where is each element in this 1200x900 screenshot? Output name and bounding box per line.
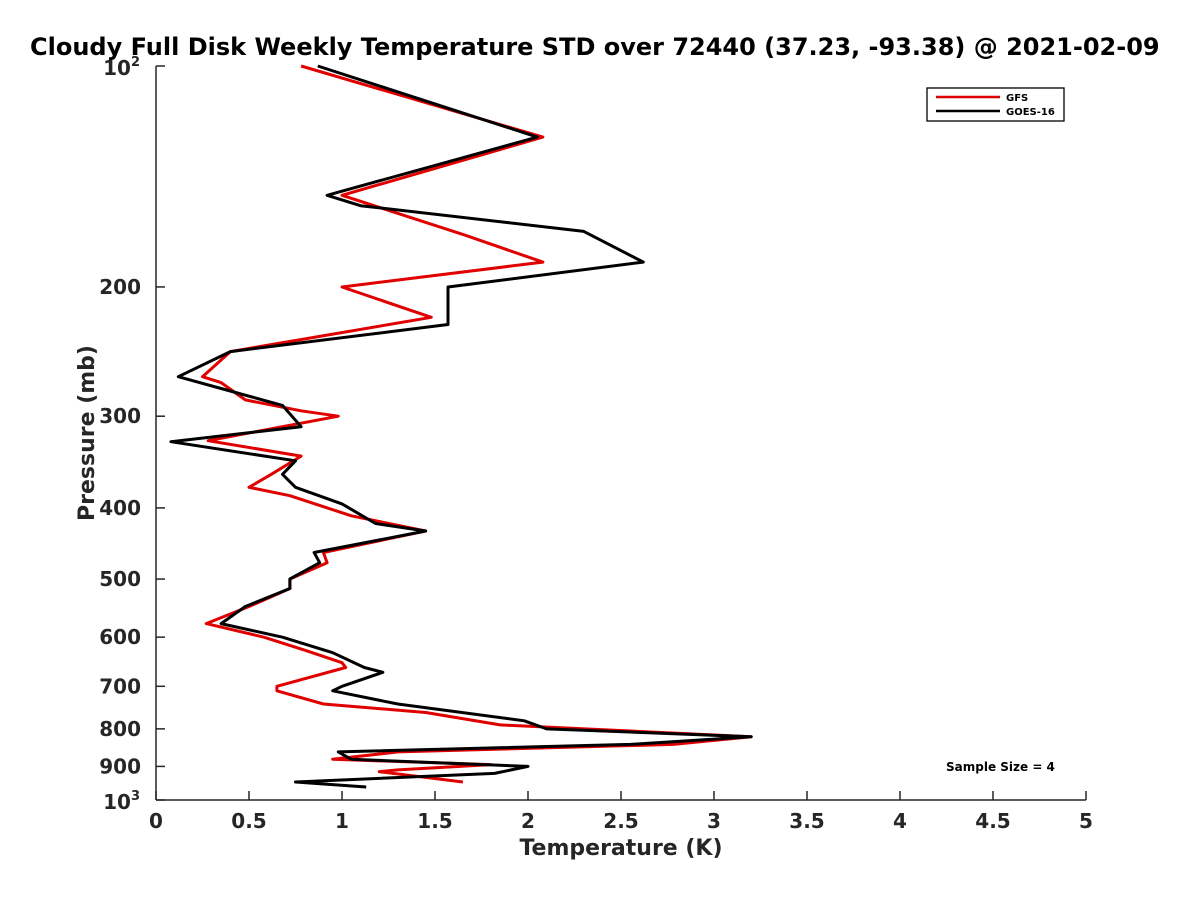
x-tick-label: 3 bbox=[707, 809, 721, 833]
y-tick-label: 600 bbox=[99, 625, 141, 649]
x-tick-label: 4.5 bbox=[975, 809, 1010, 833]
x-tick-label: 2.5 bbox=[603, 809, 638, 833]
plot-area: 0 0.5 1 1.5 2 2.5 3 3.5 4 4.5 5 102 200 300 400 500 600… bbox=[99, 55, 1093, 833]
x-tick-label: 1.5 bbox=[417, 809, 452, 833]
legend: GFS GOES-16 bbox=[926, 87, 1065, 122]
x-axis-label: Temperature (K) bbox=[519, 836, 722, 861]
y-tick-label: 300 bbox=[99, 404, 141, 428]
x-tick-label: 2 bbox=[521, 809, 535, 833]
x-tick-label: 5 bbox=[1079, 809, 1093, 833]
y-tick-label: 400 bbox=[99, 496, 141, 520]
legend-box bbox=[926, 87, 1065, 122]
y-tick-label: 103 bbox=[103, 789, 140, 814]
chart-title: Cloudy Full Disk Weekly Temperature STD … bbox=[30, 33, 1160, 61]
x-ticks: 0 0.5 1 1.5 2 2.5 3 3.5 4 4.5 5 bbox=[149, 791, 1093, 833]
legend-label-goes-16: GOES-16 bbox=[1006, 107, 1055, 118]
x-tick-label: 0.5 bbox=[231, 809, 266, 833]
y-axis-label: Pressure (mb) bbox=[75, 345, 100, 521]
x-tick-label: 3.5 bbox=[789, 809, 824, 833]
legend-entries: GFS GOES-16 bbox=[936, 93, 1055, 118]
x-tick-label: 0 bbox=[149, 809, 163, 833]
series-line-gfs bbox=[201, 64, 753, 784]
y-tick-label: 900 bbox=[99, 754, 141, 778]
x-tick-label: 4 bbox=[893, 809, 907, 833]
y-tick-label: 200 bbox=[99, 275, 141, 299]
y-tick-label: 700 bbox=[99, 674, 141, 698]
y-ticks: 102 200 300 400 500 600 700 800 900 103 bbox=[99, 55, 165, 814]
x-tick-label: 1 bbox=[335, 809, 349, 833]
series-line-goes-16 bbox=[169, 64, 753, 789]
series-layer bbox=[169, 64, 753, 789]
sample-size-annotation: Sample Size = 4 bbox=[946, 760, 1055, 774]
y-tick-label: 500 bbox=[99, 567, 141, 591]
y-tick-label: 102 bbox=[103, 55, 140, 80]
y-tick-label: 800 bbox=[99, 717, 141, 741]
legend-label-gfs: GFS bbox=[1006, 93, 1028, 104]
